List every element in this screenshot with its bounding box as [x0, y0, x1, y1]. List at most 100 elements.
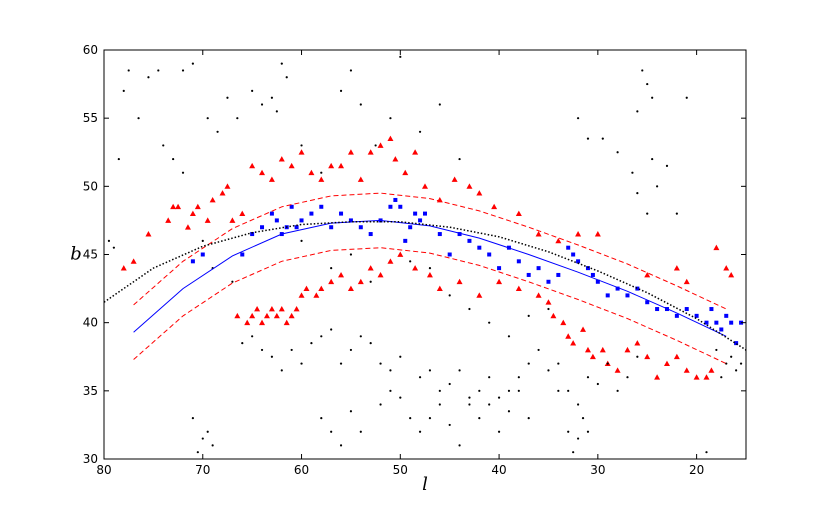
- data-point-square: [190, 259, 195, 264]
- data-point-square: [358, 225, 363, 230]
- y-tick-label: 60: [83, 43, 98, 57]
- x-tick-label: 80: [96, 463, 111, 477]
- data-point-triangle: [170, 203, 177, 210]
- data-point-triangle: [347, 285, 354, 291]
- data-point-dot: [458, 444, 461, 447]
- data-point-dot: [399, 55, 402, 58]
- data-point-dot: [438, 403, 441, 406]
- data-point-dot: [409, 417, 412, 420]
- data-point-dot: [147, 76, 150, 79]
- y-tick-label: 50: [83, 179, 98, 193]
- data-point-dot: [280, 62, 283, 65]
- data-point-dot: [547, 307, 550, 311]
- data-point-dot: [379, 362, 382, 365]
- data-point-triangle: [377, 142, 384, 148]
- data-point-dot: [468, 403, 471, 406]
- data-point-dot: [251, 335, 254, 338]
- data-point-triangle: [565, 333, 572, 339]
- data-point-dot: [349, 253, 353, 256]
- data-point-dot: [231, 280, 234, 283]
- data-point-triangle: [426, 271, 433, 278]
- data-point-square: [447, 252, 452, 257]
- data-point-triangle: [580, 326, 587, 332]
- data-point-dot: [369, 280, 372, 283]
- data-point-dot: [157, 69, 160, 72]
- data-point-dot: [448, 382, 451, 386]
- data-point-dot: [300, 144, 303, 147]
- data-point-triangle: [254, 306, 261, 312]
- data-point-triangle: [120, 265, 127, 271]
- data-point-dot: [665, 164, 669, 167]
- data-point-dot: [488, 376, 491, 379]
- curve-dashed: [133, 247, 727, 365]
- data-point-triangle: [338, 162, 345, 169]
- data-point-triangle: [259, 319, 266, 326]
- data-point-triangle: [338, 271, 345, 278]
- data-point-triangle: [599, 346, 606, 353]
- data-point-dot: [616, 151, 619, 154]
- data-point-triangle: [278, 306, 285, 312]
- data-point-triangle: [298, 292, 305, 298]
- data-point-triangle: [328, 162, 335, 169]
- data-point-dot: [122, 89, 125, 92]
- data-point-square: [571, 252, 576, 257]
- data-point-triangle: [367, 265, 374, 271]
- data-point-dot: [507, 389, 511, 392]
- data-point-dot: [576, 117, 580, 120]
- data-point-dot: [339, 89, 343, 92]
- data-point-triangle: [614, 367, 621, 373]
- data-point-triangle: [387, 135, 394, 142]
- data-point-dot: [735, 369, 738, 372]
- data-point-dot: [651, 157, 654, 161]
- y-axis-label: b: [70, 244, 82, 265]
- data-point-square: [704, 320, 709, 325]
- data-point-triangle: [412, 149, 419, 155]
- data-point-triangle: [189, 210, 196, 216]
- data-point-square: [724, 313, 729, 318]
- data-point-dot: [418, 130, 422, 133]
- data-point-triangle: [535, 292, 542, 298]
- data-point-triangle: [249, 312, 256, 319]
- curve-dotted: [104, 221, 746, 351]
- y-tick-label: 30: [83, 452, 98, 466]
- data-point-square: [348, 218, 353, 223]
- data-point-dot: [300, 362, 303, 365]
- y-tick-label: 55: [83, 111, 98, 125]
- data-point-square: [398, 204, 403, 209]
- data-point-triangle: [545, 299, 552, 305]
- data-point-triangle: [515, 210, 522, 216]
- data-point-dot: [216, 130, 219, 133]
- data-point-dot: [557, 389, 560, 392]
- data-point-dot: [349, 410, 353, 413]
- data-point-dot: [137, 117, 140, 120]
- data-point-square: [418, 218, 423, 223]
- data-point-dot: [458, 157, 461, 161]
- data-point-dot: [389, 117, 392, 120]
- data-point-triangle: [184, 224, 191, 230]
- data-point-square: [635, 286, 640, 291]
- data-point-square: [200, 252, 205, 257]
- data-point-square: [319, 204, 324, 209]
- data-point-dot: [260, 103, 264, 106]
- data-point-square: [585, 266, 590, 271]
- y-tick-label: 40: [83, 316, 98, 330]
- data-point-triangle: [313, 292, 320, 298]
- data-point-triangle: [224, 183, 231, 189]
- data-point-triangle: [476, 292, 483, 298]
- data-point-square: [329, 225, 334, 230]
- data-point-dot: [339, 362, 343, 365]
- data-point-dot: [127, 69, 130, 72]
- data-point-dot: [280, 369, 283, 372]
- curve-solid: [133, 219, 727, 337]
- data-point-dot: [527, 362, 530, 365]
- data-point-triangle: [239, 210, 246, 216]
- data-point-dot: [497, 396, 501, 399]
- data-point-triangle: [589, 353, 596, 360]
- data-point-triangle: [555, 237, 562, 244]
- data-point-dot: [675, 212, 678, 215]
- data-point-triangle: [535, 231, 542, 237]
- data-point-dot: [601, 137, 604, 140]
- data-point-dot: [626, 376, 629, 379]
- data-point-triangle: [145, 231, 152, 237]
- data-point-triangle: [496, 278, 503, 285]
